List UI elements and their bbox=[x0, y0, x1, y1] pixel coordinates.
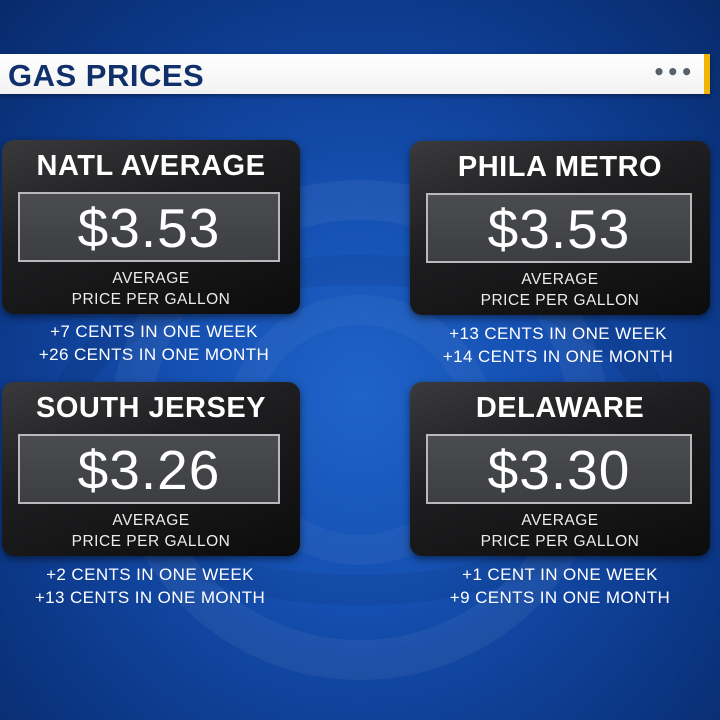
price-caption: AVERAGE PRICE PER GALLON bbox=[2, 510, 300, 552]
price-card-natl-average: NATL AVERAGE $3.53 AVERAGE PRICE PER GAL… bbox=[2, 140, 300, 314]
card-title: SOUTH JERSEY bbox=[36, 392, 266, 424]
price-caption: AVERAGE PRICE PER GALLON bbox=[410, 510, 710, 552]
month-change: +14 CENTS IN ONE MONTH bbox=[442, 347, 674, 366]
changes-natl-average: +7 CENTS IN ONE WEEK +26 CENTS IN ONE MO… bbox=[4, 320, 304, 366]
price-card-south-jersey: SOUTH JERSEY $3.26 AVERAGE PRICE PER GAL… bbox=[2, 382, 300, 556]
week-change: +7 CENTS IN ONE WEEK bbox=[50, 322, 258, 341]
page-title: GAS PRICES bbox=[8, 58, 205, 93]
card-title: PHILA METRO bbox=[457, 151, 663, 183]
price-value: $3.26 bbox=[77, 439, 221, 501]
changes-delaware: +1 CENT IN ONE WEEK +9 CENTS IN ONE MONT… bbox=[410, 563, 710, 609]
price-card-delaware: DELAWARE $3.30 AVERAGE PRICE PER GALLON bbox=[410, 382, 710, 556]
caption-line-2: PRICE PER GALLON bbox=[71, 533, 231, 550]
price-box: $3.53 bbox=[426, 193, 692, 263]
header-accent-stripe bbox=[704, 54, 710, 94]
price-caption: AVERAGE PRICE PER GALLON bbox=[410, 269, 710, 311]
card-title: NATL AVERAGE bbox=[36, 150, 266, 182]
price-box: $3.26 bbox=[18, 434, 280, 504]
price-box: $3.30 bbox=[426, 434, 692, 504]
price-value: $3.53 bbox=[487, 198, 631, 260]
month-change: +26 CENTS IN ONE MONTH bbox=[38, 345, 270, 364]
caption-line-1: AVERAGE bbox=[521, 271, 599, 288]
caption-line-1: AVERAGE bbox=[521, 512, 599, 529]
changes-phila-metro: +13 CENTS IN ONE WEEK +14 CENTS IN ONE M… bbox=[408, 322, 708, 368]
more-dots-icon: ••• bbox=[652, 60, 694, 84]
price-caption: AVERAGE PRICE PER GALLON bbox=[2, 268, 300, 310]
month-change: +13 CENTS IN ONE MONTH bbox=[34, 588, 266, 607]
caption-line-1: AVERAGE bbox=[112, 270, 190, 287]
caption-line-2: PRICE PER GALLON bbox=[480, 292, 640, 309]
week-change: +13 CENTS IN ONE WEEK bbox=[449, 324, 667, 343]
week-change: +2 CENTS IN ONE WEEK bbox=[46, 565, 254, 584]
changes-south-jersey: +2 CENTS IN ONE WEEK +13 CENTS IN ONE MO… bbox=[0, 563, 300, 609]
price-box: $3.53 bbox=[18, 192, 280, 262]
header-bar: GAS PRICES ••• bbox=[0, 54, 710, 94]
price-value: $3.53 bbox=[77, 197, 221, 259]
caption-line-2: PRICE PER GALLON bbox=[480, 533, 640, 550]
caption-line-1: AVERAGE bbox=[112, 512, 190, 529]
card-title: DELAWARE bbox=[475, 392, 645, 424]
caption-line-2: PRICE PER GALLON bbox=[71, 291, 231, 308]
price-card-phila-metro: PHILA METRO $3.53 AVERAGE PRICE PER GALL… bbox=[410, 141, 710, 315]
price-value: $3.30 bbox=[487, 439, 631, 501]
month-change: +9 CENTS IN ONE MONTH bbox=[449, 588, 671, 607]
week-change: +1 CENT IN ONE WEEK bbox=[462, 565, 658, 584]
